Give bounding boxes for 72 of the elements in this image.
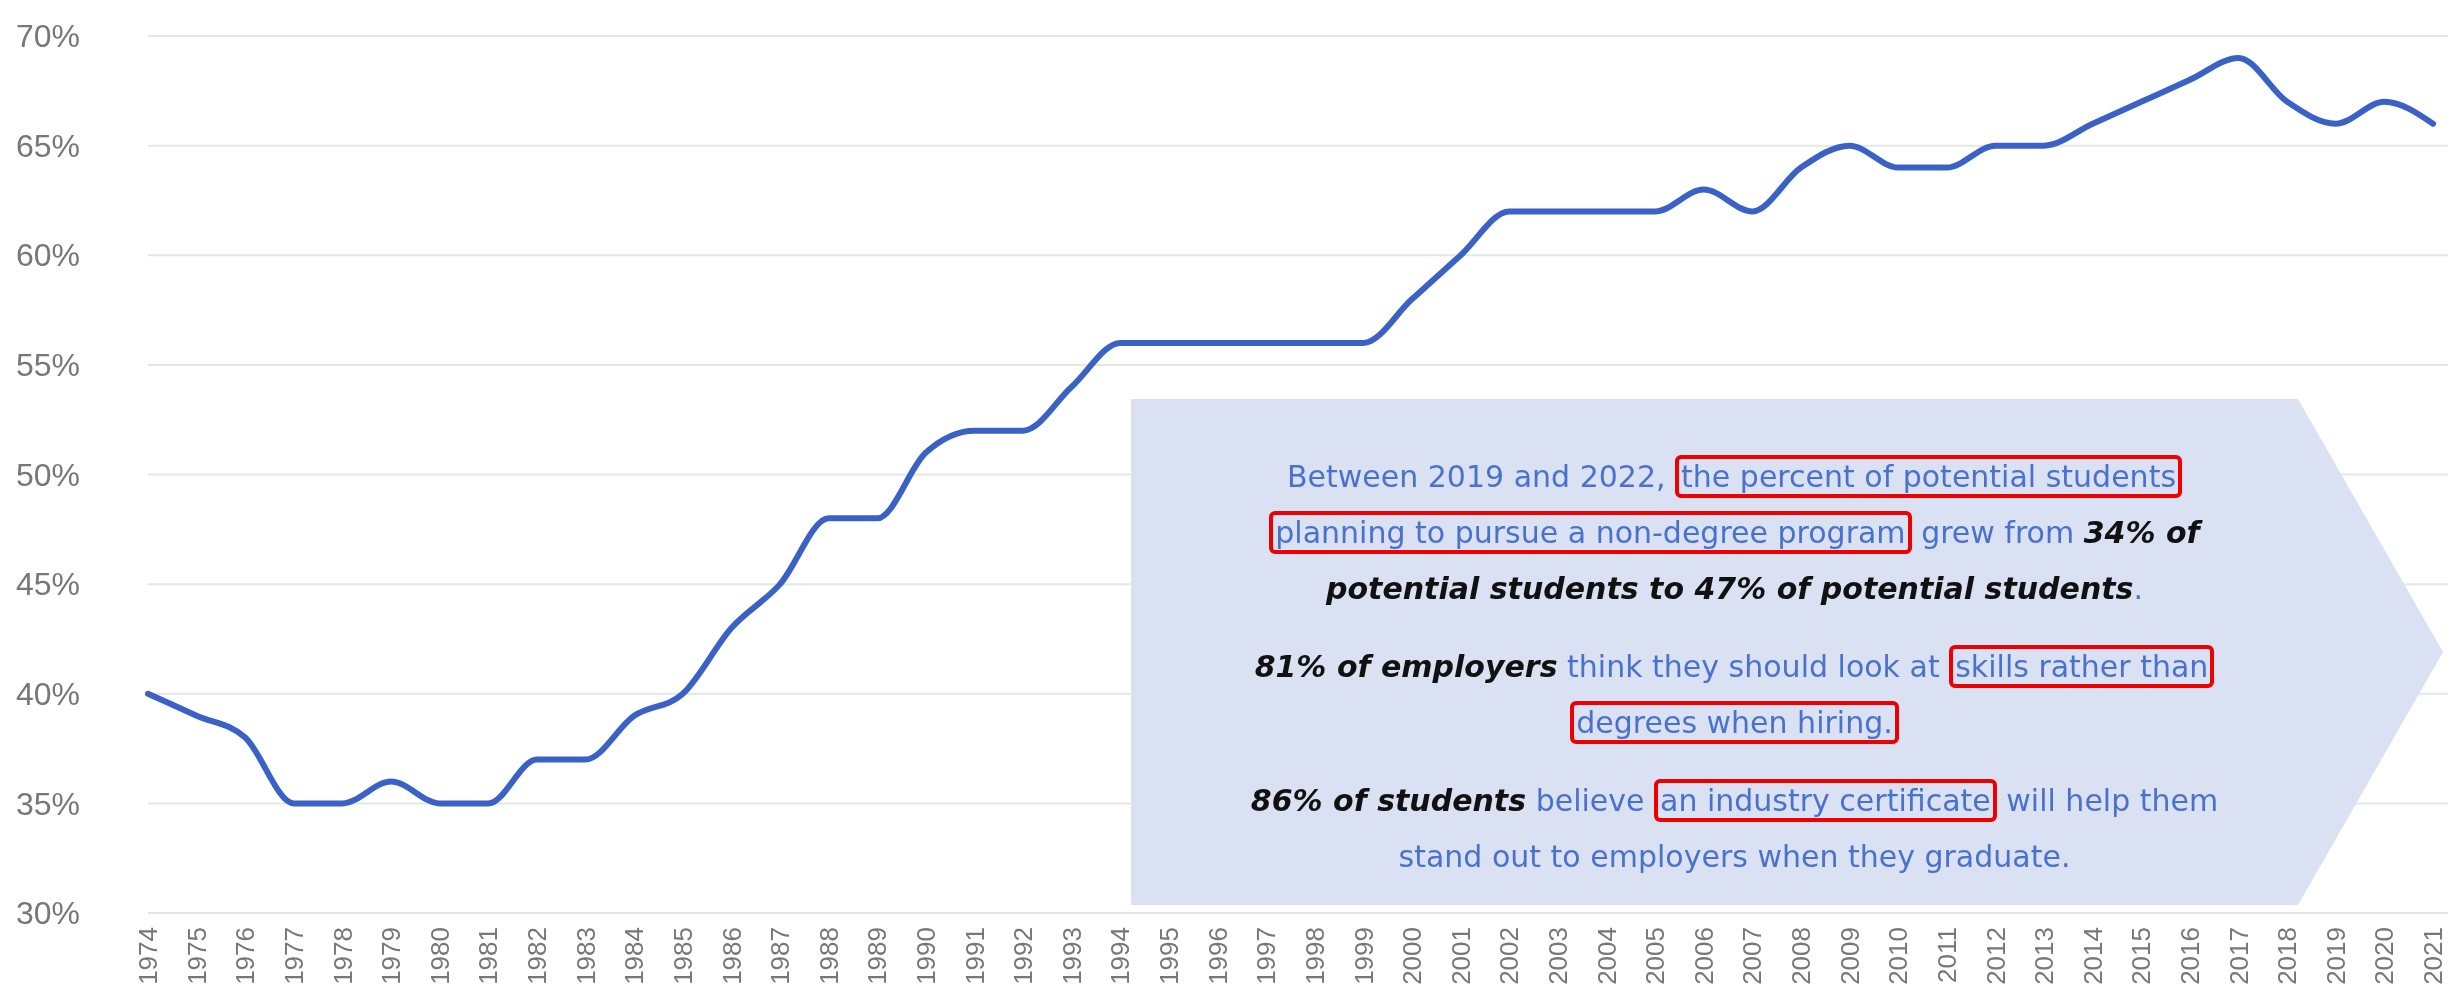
x-tick-label: 1992 xyxy=(1008,927,1039,985)
x-tick-label: 2008 xyxy=(1786,927,1817,985)
outline-box: degrees when hiring. xyxy=(1570,701,1899,744)
y-tick-label: 45% xyxy=(16,566,81,603)
x-tick-label: 1981 xyxy=(473,927,504,985)
annotation: potential students to 47% of potential students xyxy=(1325,571,2134,606)
annotation: 81% of employers xyxy=(1254,649,1558,684)
x-tick-label: 1991 xyxy=(959,927,990,985)
x-tick-label: 2021 xyxy=(2418,927,2449,985)
y-tick-label: 35% xyxy=(16,785,81,822)
outline-box: planning to pursue a non-degree program xyxy=(1269,511,1912,554)
x-tick-label: 2005 xyxy=(1640,927,1671,985)
x-tick-label: 2009 xyxy=(1834,927,1865,985)
outline-box: skills rather than xyxy=(1949,645,2215,688)
x-tick-label: 2018 xyxy=(2272,927,2303,985)
x-tick-label: 1988 xyxy=(813,927,844,985)
annotation: think they should look at xyxy=(1567,649,1940,684)
x-tick-label: 2013 xyxy=(2029,927,2060,985)
x-tick-label: 1980 xyxy=(424,927,455,985)
annotation: grew from xyxy=(1921,515,2075,550)
y-tick-label: 55% xyxy=(16,347,81,384)
annotation: stand out to employers when they graduate. xyxy=(1398,839,2071,874)
y-tick-label: 60% xyxy=(16,237,81,274)
annotation: Between 2019 and 2022, xyxy=(1286,459,1666,494)
outline-box: the percent of potential students xyxy=(1675,455,2183,498)
x-tick-label: 2016 xyxy=(2175,927,2206,985)
x-tick-label: 2003 xyxy=(1542,927,1573,985)
outline-box: an industry certificate xyxy=(1654,779,1997,822)
y-tick-label: 50% xyxy=(16,456,81,493)
x-tick-label: 2017 xyxy=(2223,927,2254,985)
x-tick-label: 1997 xyxy=(1251,927,1282,985)
annotation: 86% of students xyxy=(1250,783,1527,818)
x-tick-label: 1995 xyxy=(1154,927,1185,985)
x-tick-label: 1982 xyxy=(522,927,553,985)
x-tick-label: 2001 xyxy=(1445,927,1476,985)
y-tick-label: 65% xyxy=(16,127,81,164)
x-tick-label: 2019 xyxy=(2320,927,2351,985)
annotation: believe xyxy=(1535,783,1645,818)
x-tick-label: 2002 xyxy=(1494,927,1525,985)
x-tick-label: 2020 xyxy=(2369,927,2400,985)
annotation: . xyxy=(2133,571,2144,606)
x-tick-label: 2012 xyxy=(1980,927,2011,985)
y-tick-label: 70% xyxy=(16,18,81,55)
x-tick-label: 1999 xyxy=(1348,927,1379,985)
x-tick-label: 1975 xyxy=(181,927,212,985)
x-tick-label: 1979 xyxy=(376,927,407,985)
x-tick-label: 2014 xyxy=(2077,927,2108,985)
x-tick-label: 2015 xyxy=(2126,927,2157,985)
x-tick-label: 2000 xyxy=(1397,927,1428,985)
y-tick-label: 40% xyxy=(16,675,81,712)
x-tick-label: 1986 xyxy=(716,927,747,985)
x-tick-label: 1976 xyxy=(230,927,261,985)
x-tick-label: 2006 xyxy=(1688,927,1719,985)
x-tick-label: 2007 xyxy=(1737,927,1768,985)
x-tick-label: 1978 xyxy=(327,927,358,985)
x-tick-label: 1984 xyxy=(619,927,650,985)
x-tick-label: 2011 xyxy=(1931,927,1962,983)
x-tick-label: 1985 xyxy=(667,927,698,985)
x-tick-label: 1990 xyxy=(910,927,941,985)
x-tick-label: 1977 xyxy=(278,927,309,985)
x-tick-label: 1987 xyxy=(765,927,796,985)
x-tick-label: 1996 xyxy=(1202,927,1233,985)
y-tick-label: 30% xyxy=(16,895,81,932)
x-tick-label: 1998 xyxy=(1299,927,1330,985)
x-tick-label: 2010 xyxy=(1883,927,1914,985)
x-tick-label: 2004 xyxy=(1591,927,1622,985)
x-tick-label: 1974 xyxy=(133,927,164,985)
x-tick-label: 1993 xyxy=(1056,927,1087,985)
x-tick-label: 1983 xyxy=(570,927,601,985)
x-tick-label: 1989 xyxy=(862,927,893,985)
x-tick-label: 1994 xyxy=(1105,927,1136,985)
annotation: will help them xyxy=(2006,783,2219,818)
